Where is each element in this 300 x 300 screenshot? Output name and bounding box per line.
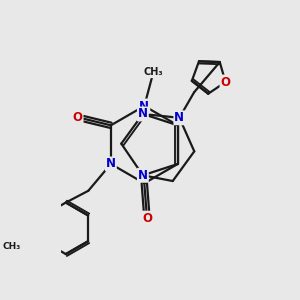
Text: N: N — [139, 100, 149, 112]
Text: N: N — [174, 111, 184, 124]
Text: CH₃: CH₃ — [143, 67, 163, 77]
Text: CH₃: CH₃ — [2, 242, 20, 251]
Text: N: N — [106, 158, 116, 170]
Text: O: O — [142, 212, 152, 225]
Text: O: O — [220, 76, 230, 88]
Text: O: O — [73, 111, 82, 124]
Text: N: N — [138, 107, 148, 121]
Text: N: N — [138, 169, 148, 182]
